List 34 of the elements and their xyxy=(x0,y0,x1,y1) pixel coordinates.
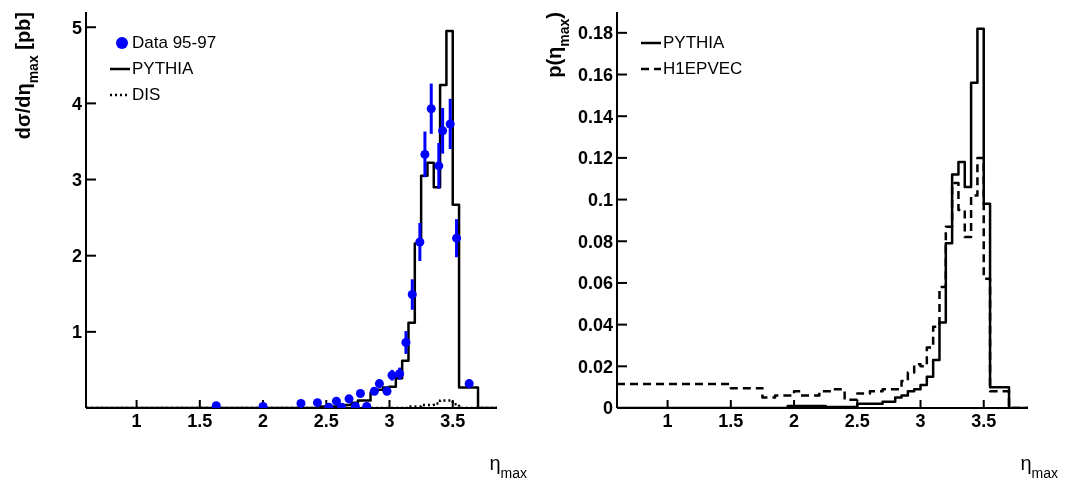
y-tick-label: 0.06 xyxy=(577,273,613,294)
x-tick-label: 3.5 xyxy=(971,410,997,431)
y-tick-label: 1 xyxy=(71,322,82,343)
x-axis-title: η$_{max}$ xyxy=(489,452,527,481)
legend-label: Data 95-97 xyxy=(132,32,217,54)
y-tick-label: 0.12 xyxy=(577,148,613,169)
y-tick-label: 0.18 xyxy=(577,23,613,44)
x-tick-label: 3 xyxy=(384,410,395,431)
x-tick-label: 1 xyxy=(131,410,142,431)
y-tick-label: 3 xyxy=(71,169,82,190)
x-tick-label: 2 xyxy=(789,410,800,431)
y-tick-label: 0.04 xyxy=(577,315,613,336)
legend-label: H1EPVEC xyxy=(663,58,743,80)
legend-label: PYTHIA xyxy=(663,32,725,54)
legend-label: PYTHIA xyxy=(132,58,194,80)
y-tick-label: 0.08 xyxy=(577,231,613,252)
y-tick-label: 2 xyxy=(71,246,82,267)
y-tick-label: 0 xyxy=(602,398,613,419)
x-tick-label: 2.5 xyxy=(313,410,339,431)
x-tick-label: 2.5 xyxy=(844,410,870,431)
y-tick-label: 0.1 xyxy=(587,189,613,210)
x-tick-label: 1.5 xyxy=(718,410,744,431)
x-tick-label: 1 xyxy=(662,410,673,431)
y-tick-label: 4 xyxy=(71,93,82,114)
x-tick-label: 1.5 xyxy=(187,410,213,431)
legend-label: DIS xyxy=(132,84,161,106)
x-axis-title: η$_{max}$ xyxy=(1020,452,1058,481)
y-tick-label: 5 xyxy=(71,17,82,38)
x-tick-label: 3.5 xyxy=(440,410,466,431)
x-tick-label: 2 xyxy=(258,410,269,431)
y-tick-label: 0.14 xyxy=(577,106,613,127)
y-tick-label: 0.16 xyxy=(577,64,613,85)
y-tick-label: 0.02 xyxy=(577,356,613,377)
x-tick-label: 3 xyxy=(915,410,926,431)
